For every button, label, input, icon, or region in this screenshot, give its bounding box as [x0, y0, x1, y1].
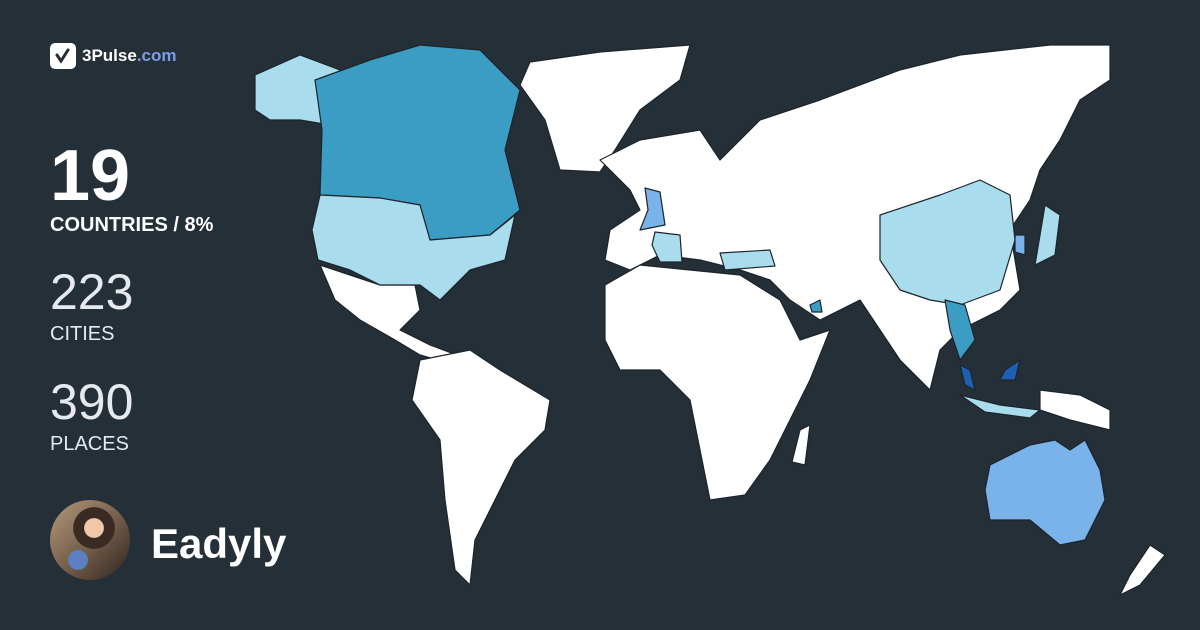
indonesia-east: [1039, 389, 1111, 431]
france: [651, 231, 683, 263]
new-zealand: [1119, 544, 1166, 596]
china: [879, 179, 1016, 306]
cities-stat: 223 CITIES: [50, 267, 133, 346]
greenland: [519, 44, 691, 173]
places-label: PLACES: [50, 433, 129, 455]
uae: [809, 299, 823, 313]
countries-count: 19: [50, 136, 131, 216]
user-name: Eadyly: [151, 520, 287, 567]
turkey: [719, 249, 776, 271]
brand-name: 3Pulse.com: [82, 46, 177, 66]
places-count: 390: [50, 374, 134, 430]
countries-stat: 19 COUNTRIES / 8%: [50, 140, 213, 237]
borneo-malaysia: [999, 359, 1021, 381]
pulse-check-icon: [50, 43, 76, 69]
africa: [604, 264, 831, 501]
brand-domain: .com: [136, 46, 177, 65]
avatar[interactable]: [50, 500, 130, 580]
australia: [984, 439, 1106, 546]
cities-label: CITIES: [50, 323, 115, 345]
eurasia: [599, 44, 1111, 391]
madagascar: [791, 424, 811, 466]
countries-label: COUNTRIES / 8%: [50, 214, 214, 236]
brand-name-text: 3Pulse: [82, 46, 137, 65]
indonesia: [959, 394, 1041, 419]
japan: [1034, 204, 1061, 266]
south-america: [411, 349, 551, 586]
cities-count: 223: [50, 264, 134, 320]
brand-logo[interactable]: 3Pulse.com: [50, 43, 177, 69]
malaysia: [959, 364, 976, 391]
thailand: [944, 299, 976, 361]
usa: [311, 194, 516, 301]
places-stat: 390 PLACES: [50, 377, 133, 456]
uk: [639, 187, 666, 231]
korea: [1014, 234, 1026, 256]
